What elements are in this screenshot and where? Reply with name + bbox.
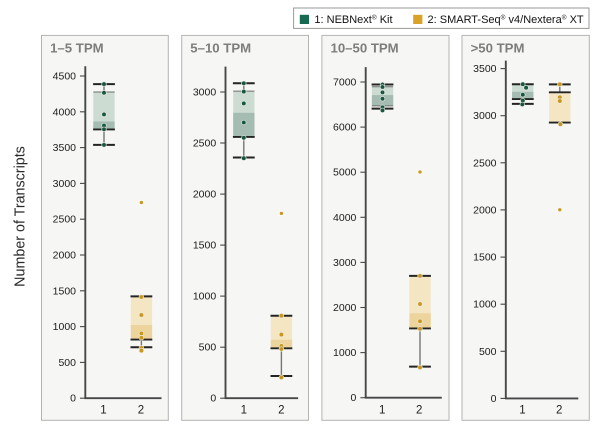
svg-text:10–50 TPM: 10–50 TPM (331, 41, 399, 56)
svg-text:2500: 2500 (193, 138, 217, 150)
svg-text:500: 500 (58, 357, 76, 369)
svg-text:1: 1 (241, 404, 247, 416)
svg-text:5000: 5000 (333, 167, 357, 179)
svg-text:1–5 TPM: 1–5 TPM (50, 41, 104, 56)
svg-text:2500: 2500 (473, 157, 497, 169)
svg-text:4000: 4000 (333, 212, 357, 224)
svg-text:0: 0 (70, 393, 76, 405)
svg-text:2000: 2000 (473, 204, 497, 216)
svg-text:2: SMART-Seq® v4/Nextera® XT: 2: SMART-Seq® v4/Nextera® XT (428, 14, 584, 27)
svg-text:3000: 3000 (333, 257, 357, 269)
svg-text:2: 2 (416, 404, 422, 416)
svg-text:7000: 7000 (333, 77, 357, 89)
svg-text:1000: 1000 (473, 299, 497, 311)
svg-text:2000: 2000 (193, 189, 217, 201)
svg-text:3500: 3500 (53, 142, 77, 154)
svg-text:1500: 1500 (193, 240, 217, 252)
svg-text:>50 TPM: >50 TPM (471, 41, 525, 56)
svg-text:3000: 3000 (193, 87, 217, 99)
svg-text:0: 0 (210, 393, 216, 405)
svg-text:4500: 4500 (53, 71, 77, 83)
svg-text:4000: 4000 (53, 106, 77, 118)
svg-text:2: 2 (138, 404, 144, 416)
svg-text:0: 0 (491, 393, 497, 405)
svg-text:1: 1 (379, 404, 385, 416)
svg-text:1000: 1000 (333, 347, 357, 359)
svg-text:0: 0 (351, 392, 357, 404)
svg-text:1000: 1000 (193, 291, 217, 303)
svg-text:2000: 2000 (333, 302, 357, 314)
svg-text:6000: 6000 (333, 122, 357, 134)
svg-text:500: 500 (479, 346, 497, 358)
svg-text:3000: 3000 (53, 178, 77, 190)
svg-text:Number of Transcripts: Number of Transcripts (13, 146, 29, 287)
svg-text:2: 2 (556, 404, 562, 416)
svg-text:2: 2 (278, 404, 284, 416)
svg-text:1: 1 (100, 404, 106, 416)
svg-text:1500: 1500 (473, 252, 497, 264)
svg-text:1500: 1500 (53, 285, 77, 297)
svg-text:1000: 1000 (53, 321, 77, 333)
svg-text:3500: 3500 (473, 63, 497, 75)
svg-text:5–10 TPM: 5–10 TPM (190, 41, 251, 56)
svg-text:2500: 2500 (53, 214, 77, 226)
svg-text:2000: 2000 (53, 250, 77, 262)
svg-text:500: 500 (199, 342, 217, 354)
svg-text:1: 1 (519, 404, 525, 416)
svg-text:1: NEBNext® Kit: 1: NEBNext® Kit (314, 14, 392, 27)
svg-text:3000: 3000 (473, 110, 497, 122)
